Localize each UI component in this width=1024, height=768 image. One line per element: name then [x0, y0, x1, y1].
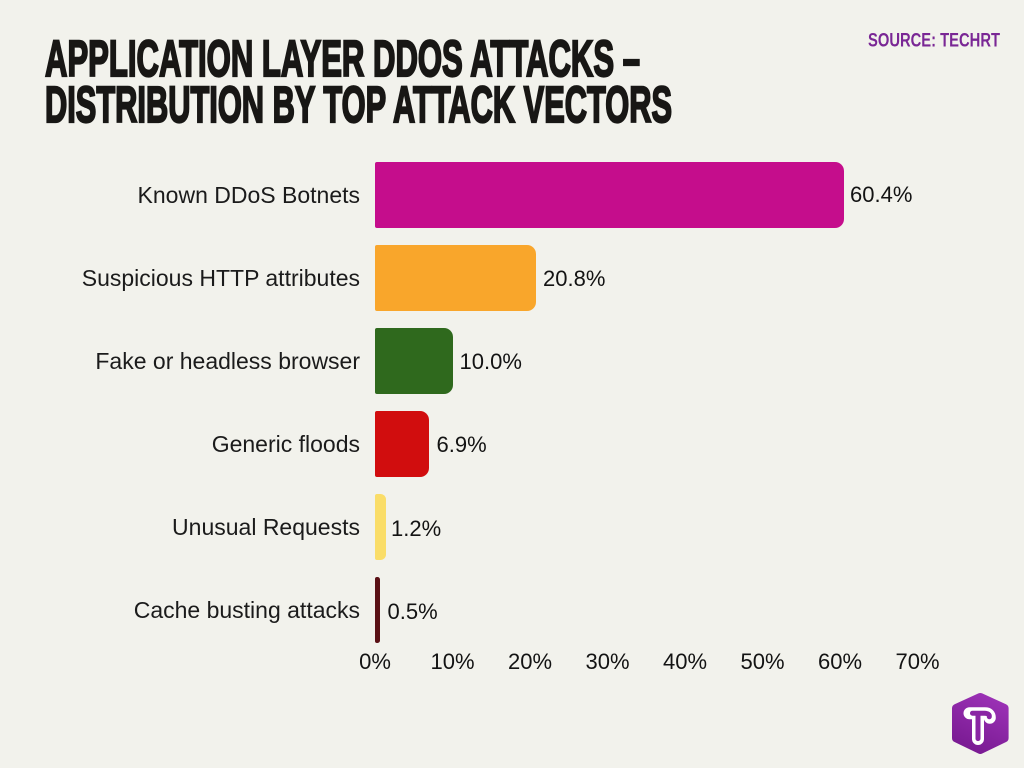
- svg-text:APPLICATION LAYER DDOS ATTACKS: APPLICATION LAYER DDOS ATTACKS –: [45, 30, 640, 87]
- svg-text:DISTRIBUTION BY TOP ATTACK VEC: DISTRIBUTION BY TOP ATTACK VECTORS: [45, 76, 672, 133]
- svg-text:SOURCE: TECHRT: SOURCE: TECHRT: [868, 31, 1000, 52]
